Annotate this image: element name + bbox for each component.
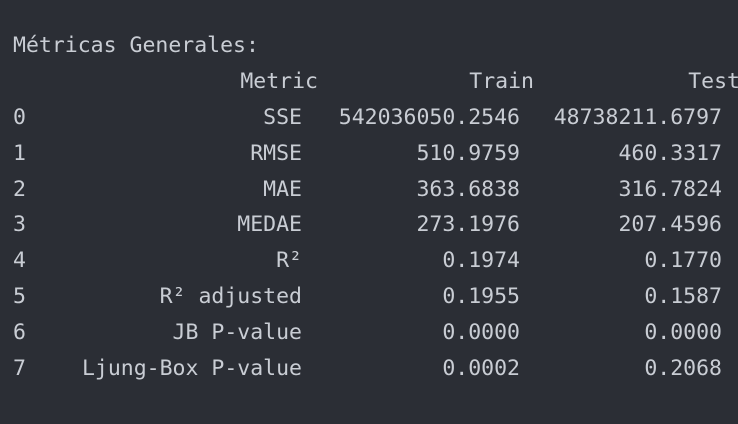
row-index: 4 — [13, 248, 26, 273]
test-value: 48738211.6797 — [553, 105, 722, 130]
table-row: 1 RMSE 510.9759 460.3317 — [0, 141, 738, 167]
output-title: Métricas Generales: — [13, 33, 259, 58]
train-value: 0.0002 — [442, 356, 520, 381]
metric-name: MAE — [263, 177, 302, 202]
train-value: 542036050.2546 — [338, 105, 520, 130]
table-row: 7 Ljung-Box P-value 0.0002 0.2068 — [0, 356, 738, 382]
column-header-metric: Metric — [240, 69, 318, 94]
train-value: 363.6838 — [416, 177, 520, 202]
train-value: 510.9759 — [416, 141, 520, 166]
table-row: 3 MEDAE 273.1976 207.4596 — [0, 212, 738, 238]
test-value: 316.7824 — [618, 177, 722, 202]
test-value: 460.3317 — [618, 141, 722, 166]
train-value: 0.1955 — [442, 284, 520, 309]
metric-name: MEDAE — [237, 212, 302, 237]
metric-name: JB P-value — [172, 320, 302, 345]
test-value: 0.0000 — [644, 320, 722, 345]
table-row: 4 R² 0.1974 0.1770 — [0, 248, 738, 274]
train-value: 0.1974 — [442, 248, 520, 273]
test-value: 0.1587 — [644, 284, 722, 309]
metric-name: R² adjusted — [159, 284, 302, 309]
table-header-row: Metric Train Test — [0, 69, 738, 95]
row-index: 0 — [13, 105, 26, 130]
row-index: 7 — [13, 356, 26, 381]
test-value: 207.4596 — [618, 212, 722, 237]
metric-name: R² — [276, 248, 302, 273]
train-value: 0.0000 — [442, 320, 520, 345]
table-row: 5 R² adjusted 0.1955 0.1587 — [0, 284, 738, 310]
train-value: 273.1976 — [416, 212, 520, 237]
column-header-test: Test — [688, 69, 738, 94]
column-header-train: Train — [469, 69, 534, 94]
test-value: 0.2068 — [644, 356, 722, 381]
row-index: 3 — [13, 212, 26, 237]
table-row: 2 MAE 363.6838 316.7824 — [0, 177, 738, 203]
row-index: 1 — [13, 141, 26, 166]
row-index: 5 — [13, 284, 26, 309]
metric-name: Ljung-Box P-value — [81, 356, 302, 381]
test-value: 0.1770 — [644, 248, 722, 273]
metric-name: RMSE — [250, 141, 302, 166]
row-index: 6 — [13, 320, 26, 345]
table-row: 0 SSE 542036050.2546 48738211.6797 — [0, 105, 738, 131]
metric-name: SSE — [263, 105, 302, 130]
table-row: 6 JB P-value 0.0000 0.0000 — [0, 320, 738, 346]
row-index: 2 — [13, 177, 26, 202]
